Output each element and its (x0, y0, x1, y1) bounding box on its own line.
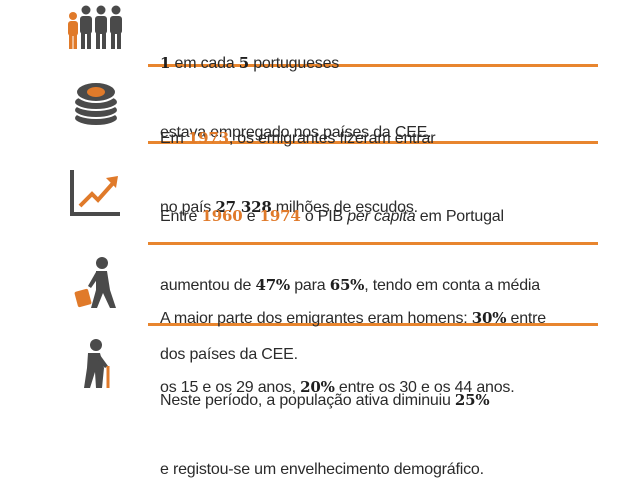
text: milhões de escudos. (271, 199, 418, 216)
text-line: os 15 e os 29 anos, 20% entre os 30 e os… (160, 376, 546, 399)
text: , tendo em conta a média (364, 277, 540, 294)
text: e registou-se um envelhecimento demográf… (160, 461, 484, 478)
text: estava empregado nos países da CEE. (160, 124, 432, 141)
text-line: dos países da CEE. (160, 343, 540, 366)
coins-icon (73, 81, 119, 127)
text-line: Entre 1960 e 1974 o PIB per capita em Po… (160, 205, 540, 228)
text: em cada (170, 55, 239, 72)
text: entre os 30 e os 44 anos. (334, 379, 515, 396)
text-line: Em 1973, os emigrantes fizeram entrar (160, 127, 436, 150)
text: para (289, 277, 330, 294)
number: 27 328 (215, 198, 272, 216)
number: 5 (238, 54, 249, 72)
infographic: {"items":[ {"lines":[["1"," em cada ","5… (68, 5, 598, 478)
text: aumentou de (160, 277, 256, 294)
item-text: A maior parte dos emigrantes eram homens… (160, 261, 546, 422)
item-text: Em 1973, os emigrantes fizeram entrar no… (160, 81, 436, 242)
item-text: 1 em cada 5 portugueses estava empregado… (160, 6, 432, 167)
text-line: aumentou de 47% para 65%, tendo em conta… (160, 274, 540, 297)
number: 20% (300, 378, 335, 396)
text: portugueses (248, 55, 340, 72)
number: 47% (255, 276, 290, 294)
text: , os emigrantes fizeram entrar (228, 130, 436, 147)
text: os 15 e os 29 anos, (160, 379, 301, 396)
item-text: Entre 1960 e 1974 o PIB per capita em Po… (160, 159, 540, 389)
number: 25% (454, 391, 490, 409)
text: dos países da CEE. (160, 346, 298, 363)
year: 1960 (201, 207, 243, 225)
number: 30% (471, 309, 507, 327)
separator (148, 242, 598, 245)
item-text: Neste período, a população ativa diminui… (160, 343, 490, 504)
text: no país (160, 199, 216, 216)
text-line: A maior parte dos emigrantes eram homens… (160, 307, 546, 330)
text-line: 1 em cada 5 portugueses (160, 52, 431, 75)
people-icon (68, 5, 122, 49)
text-line: no país 27 328 milhões de escudos. (160, 196, 435, 219)
separator (148, 64, 598, 67)
number: 65% (329, 276, 365, 294)
text: per capita (347, 208, 416, 225)
year: 1973 (187, 129, 229, 147)
text: Em (160, 130, 188, 147)
traveler-icon (74, 257, 116, 308)
text: o PIB (300, 208, 348, 225)
elderly-icon (84, 339, 110, 388)
text: em Portugal (415, 208, 504, 225)
text: Entre (160, 208, 202, 225)
text: e (242, 208, 260, 225)
separator (148, 323, 598, 326)
growth-chart-icon (70, 170, 120, 216)
text: entre (506, 310, 547, 327)
text-line: estava empregado nos países da CEE. (160, 121, 432, 144)
text: A maior parte dos emigrantes eram homens… (160, 310, 472, 327)
year: 1974 (259, 207, 301, 225)
number: 1 (160, 54, 171, 72)
separator (148, 141, 598, 144)
text-line: e registou-se um envelhecimento demográf… (160, 458, 489, 481)
